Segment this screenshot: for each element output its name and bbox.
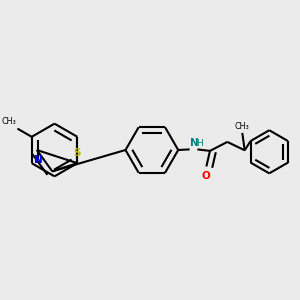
Text: H: H bbox=[196, 139, 203, 148]
Text: O: O bbox=[201, 171, 210, 181]
Text: N: N bbox=[34, 155, 43, 165]
Text: S: S bbox=[74, 148, 81, 158]
Text: CH₃: CH₃ bbox=[1, 117, 16, 126]
Text: N: N bbox=[190, 138, 199, 148]
Text: CH₃: CH₃ bbox=[235, 122, 250, 130]
